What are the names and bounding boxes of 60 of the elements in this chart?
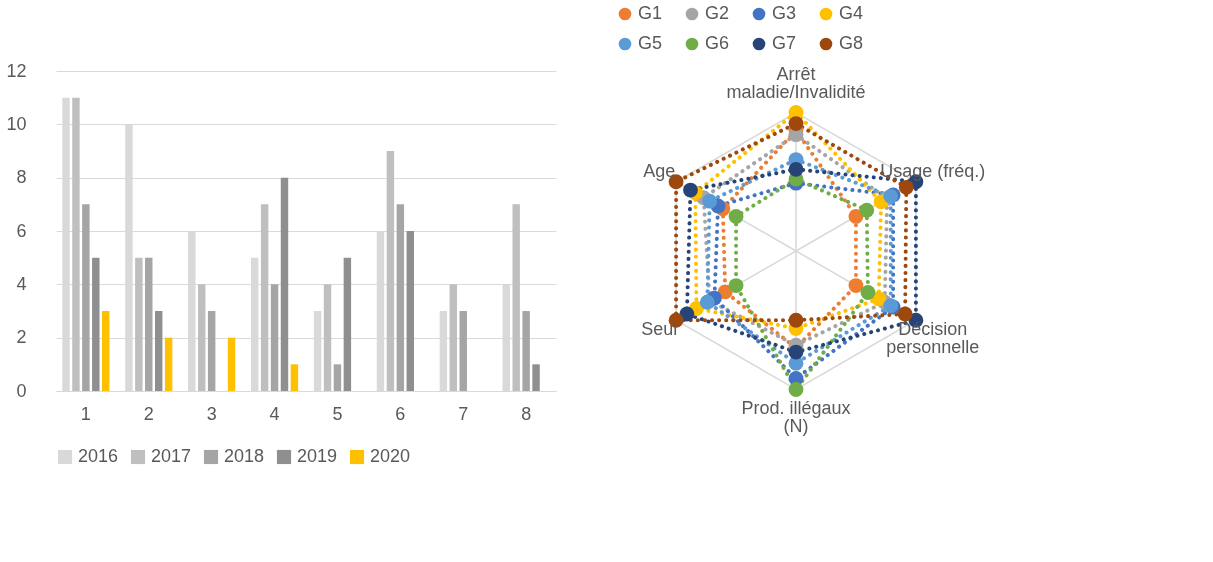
legend-label: G7 (772, 33, 797, 53)
bar (260, 204, 269, 391)
legend-label: 2018 (224, 446, 265, 466)
spoke-label: Age (643, 161, 676, 182)
bar (92, 257, 100, 391)
bar (270, 284, 279, 391)
bar (522, 311, 530, 391)
y-tick-label: 8 (16, 167, 27, 188)
legend-label: G4 (839, 3, 864, 23)
legend-label: 2017 (151, 446, 192, 466)
bar (102, 311, 110, 391)
y-tick-label: 0 (16, 380, 27, 401)
legend-label: 2016 (78, 446, 119, 466)
bar (323, 284, 332, 391)
bar (459, 311, 467, 391)
y-tick-label: 4 (16, 273, 27, 294)
bar (512, 204, 520, 391)
bar (164, 337, 173, 391)
legend-label: 2019 (297, 446, 338, 466)
legend-label: G6 (705, 33, 730, 53)
spoke-label: Décision personnelle (886, 318, 980, 357)
x-tick-label: 4 (269, 403, 280, 424)
bar (386, 151, 395, 391)
legend-label: G3 (772, 3, 797, 23)
bar (406, 231, 414, 391)
legend-label: G2 (705, 3, 730, 23)
x-tick-label: 7 (458, 403, 469, 424)
bar (333, 364, 342, 391)
spoke-label: Seul (641, 318, 678, 339)
legend-label: 2020 (370, 446, 411, 466)
bar (82, 204, 90, 391)
x-tick-label: 2 (143, 403, 154, 424)
y-tick-label: 12 (6, 60, 27, 81)
x-tick-label: 1 (80, 403, 91, 424)
bar (207, 311, 216, 391)
y-tick-label: 10 (6, 113, 27, 134)
bar (532, 364, 540, 391)
bar (396, 204, 405, 391)
x-tick-label: 5 (332, 403, 343, 424)
bar (290, 364, 299, 391)
legend-label: G1 (638, 3, 663, 23)
bar (449, 284, 458, 391)
x-tick-label: 3 (206, 403, 217, 424)
bar (72, 97, 80, 391)
y-tick-label: 2 (16, 327, 27, 348)
legend-label: G5 (638, 33, 663, 53)
bar (227, 337, 236, 391)
bar (154, 311, 163, 391)
x-tick-label: 8 (521, 403, 532, 424)
x-tick-label: 6 (395, 403, 406, 424)
bar (280, 177, 289, 391)
bar (198, 284, 206, 391)
bar (145, 257, 153, 391)
y-tick-label: 6 (16, 220, 27, 241)
spoke-label: Arrêt maladie/Invalidité (726, 64, 866, 103)
bar (343, 257, 352, 391)
spoke-label: Prod. illégaux (N) (741, 397, 851, 436)
bar (135, 257, 143, 391)
spoke-label: Usage (fréq.) (880, 161, 986, 182)
legend-label: G8 (839, 33, 864, 53)
